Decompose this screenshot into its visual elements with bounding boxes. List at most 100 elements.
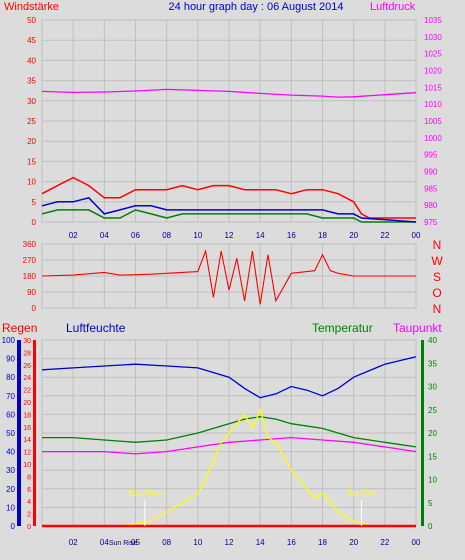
x-tick-label: 02 [69, 231, 78, 240]
humidity-y-tick-label: 100 [2, 336, 16, 345]
rain-y-tick-label: 6 [27, 487, 31, 494]
rain-y-tick-label: 14 [23, 437, 31, 444]
humidity-axis-title: Luftfeuchte [66, 321, 126, 335]
wind-y-tick-label: 30 [27, 97, 36, 106]
wind-y-tick-label: 5 [32, 198, 37, 207]
x-tick-label: 04 [100, 538, 109, 547]
x-tick-label: 08 [162, 231, 171, 240]
wind-y-tick-label: 25 [27, 117, 36, 126]
rain-y-tick-label: 4 [27, 499, 31, 506]
x-tick-label: 00 [412, 538, 421, 547]
chart-title: 24 hour graph day : 06 August 2014 [169, 1, 344, 13]
wind-y-tick-label: 0 [32, 218, 37, 227]
rain-y-tick-label: 28 [23, 350, 31, 357]
direction-y-tick-label: 270 [23, 256, 37, 265]
pressure-y-tick-label: 990 [424, 168, 438, 177]
rain-y-tick-label: 16 [23, 425, 31, 432]
temperature-y-tick-label: 30 [428, 383, 437, 392]
temperature-axis-title: Temperatur [312, 321, 373, 335]
wind-y-tick-label: 20 [27, 137, 36, 146]
humidity-y-tick-label: 20 [6, 485, 15, 494]
rain-y-tick-label: 10 [23, 462, 31, 469]
rain-y-tick-label: 30 [23, 338, 31, 345]
wind-y-tick-label: 40 [27, 56, 36, 65]
humidity-y-tick-label: 50 [6, 429, 15, 438]
sun-rise-axis-label: Sun Rise [109, 540, 138, 547]
compass-label: W [431, 254, 443, 268]
rain-y-tick-label: 26 [23, 363, 31, 370]
wind-y-tick-label: 10 [27, 178, 36, 187]
pressure-y-tick-label: 1000 [424, 134, 442, 143]
humidity-y-tick-label: 0 [11, 522, 16, 531]
rain-y-tick-label: 20 [23, 400, 31, 407]
temperature-y-tick-label: 25 [428, 406, 437, 415]
pressure-y-tick-label: 995 [424, 151, 438, 160]
x-tick-label: 16 [287, 231, 296, 240]
x-tick-label: 08 [162, 538, 171, 547]
rain-y-tick-label: 2 [27, 512, 31, 519]
pressure-axis-title: Luftdruck [370, 1, 416, 13]
solar-series [42, 407, 416, 527]
pressure-y-tick-label: 1035 [424, 16, 442, 25]
x-tick-label: 12 [225, 538, 234, 547]
rain-y-tick-label: 22 [23, 388, 31, 395]
temperature-y-tick-label: 10 [428, 476, 437, 485]
x-tick-label: 14 [256, 538, 265, 547]
x-tick-label: 22 [380, 538, 389, 547]
pressure-y-tick-label: 975 [424, 218, 438, 227]
temperature-series [42, 416, 417, 448]
pressure-y-tick-label: 1030 [424, 33, 442, 42]
pressure-y-tick-label: 1005 [424, 117, 442, 126]
x-tick-label: 12 [225, 231, 234, 240]
pressure-y-tick-label: 1020 [424, 67, 442, 76]
humidity-y-tick-label: 40 [6, 448, 15, 457]
rain-axis-title: Regen [2, 321, 37, 335]
x-tick-label: 04 [100, 231, 109, 240]
temperature-y-tick-label: 0 [428, 522, 433, 531]
humidity-y-tick-label: 10 [6, 503, 15, 512]
temperature-y-tick-label: 15 [428, 452, 437, 461]
wind-axis-title: Windstärke [4, 1, 59, 13]
x-tick-label: 18 [318, 231, 327, 240]
x-tick-label: 18 [318, 538, 327, 547]
x-tick-label: 00 [412, 231, 421, 240]
temperature-y-tick-label: 20 [428, 429, 437, 438]
humidity-y-tick-label: 60 [6, 410, 15, 419]
wind-average-series [41, 196, 417, 223]
rain-y-tick-label: 8 [27, 474, 31, 481]
x-tick-label: 10 [193, 538, 202, 547]
dewpoint-axis-title: Taupunkt [393, 321, 442, 335]
wind-y-tick-label: 45 [27, 36, 36, 45]
direction-y-tick-label: 0 [32, 304, 37, 313]
compass-label: N [433, 302, 442, 316]
dewpoint-series [42, 436, 417, 455]
temperature-y-tick-label: 40 [428, 336, 437, 345]
pressure-y-tick-label: 1015 [424, 83, 442, 92]
x-tick-label: 14 [256, 231, 265, 240]
pressure-y-tick-label: 985 [424, 184, 438, 193]
compass-label: O [432, 286, 441, 300]
direction-y-tick-label: 180 [23, 272, 37, 281]
humidity-y-tick-label: 90 [6, 355, 15, 364]
temperature-y-tick-label: 5 [428, 499, 433, 508]
rain-axis-bar [33, 340, 36, 526]
humidity-series [41, 356, 417, 399]
rain-y-tick-label: 24 [23, 375, 31, 382]
direction-y-tick-label: 90 [27, 288, 36, 297]
x-tick-label: 02 [69, 538, 78, 547]
direction-y-tick-label: 360 [23, 240, 37, 249]
x-tick-label: 10 [193, 231, 202, 240]
wind-y-tick-label: 35 [27, 77, 36, 86]
sun-event-annotation: Sun Rise [129, 489, 162, 498]
rain-y-tick-label: 12 [23, 450, 31, 457]
wind-direction-series [41, 249, 416, 305]
compass-label: S [433, 270, 441, 284]
wind-speed-series [41, 176, 416, 219]
wind-y-tick-label: 50 [27, 16, 36, 25]
x-tick-label: 05 [131, 538, 140, 547]
wind-y-tick-label: 15 [27, 157, 36, 166]
temperature-axis-bar [421, 340, 424, 526]
x-tick-label: 16 [287, 538, 296, 547]
x-tick-label: 22 [380, 231, 389, 240]
